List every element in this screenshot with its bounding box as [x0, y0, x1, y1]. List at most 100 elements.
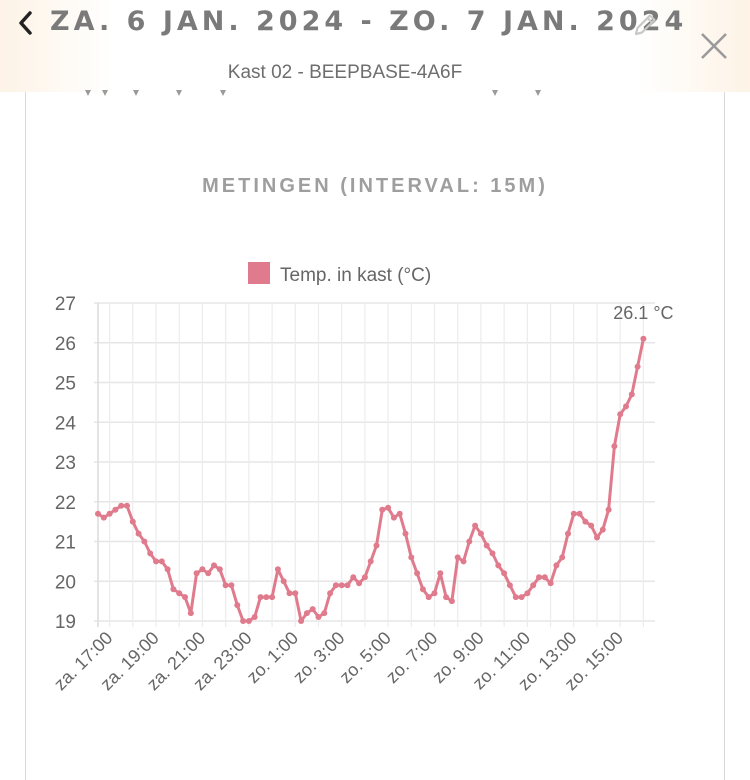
y-tick-label: 24 [55, 413, 77, 434]
data-point [605, 506, 612, 513]
data-point [251, 614, 258, 620]
data-point [431, 590, 438, 597]
data-point [588, 522, 595, 529]
data-point [414, 570, 421, 577]
data-point [234, 602, 241, 609]
data-point [153, 558, 159, 565]
data-point [460, 558, 467, 565]
data-point [425, 594, 432, 601]
y-tick-label: 21 [55, 533, 76, 554]
y-tick-label: 23 [55, 453, 76, 474]
data-point [315, 614, 322, 620]
chart-card [25, 80, 725, 780]
data-point [437, 570, 444, 577]
data-point [129, 518, 136, 525]
data-point [599, 526, 606, 533]
data-point [245, 618, 252, 624]
date-range-title[interactable]: ZA. 6 JAN. 2024 - ZO. 7 JAN. 2024 [50, 6, 688, 37]
data-point [164, 566, 171, 573]
data-point [240, 618, 247, 624]
data-point [257, 594, 264, 601]
data-point [402, 530, 409, 537]
chevron-left-icon[interactable] [10, 8, 40, 38]
data-point [286, 590, 293, 597]
data-point [280, 578, 287, 585]
data-point [100, 514, 107, 521]
header-bar: ZA. 6 JAN. 2024 - ZO. 7 JAN. 2024 Kast 0… [0, 0, 750, 92]
legend[interactable]: Temp. in kast (°C) [248, 262, 431, 286]
data-point [477, 530, 484, 537]
data-point [594, 534, 600, 541]
data-point [582, 518, 589, 525]
data-point [408, 554, 415, 561]
y-tick-label: 19 [55, 612, 76, 633]
data-point [350, 574, 357, 581]
data-point [216, 566, 223, 573]
data-point [298, 618, 305, 624]
data-point [553, 562, 560, 569]
data-point [390, 514, 397, 521]
data-point [570, 510, 577, 517]
data-point [419, 586, 426, 593]
data-point [541, 574, 548, 581]
y-tick-label: 22 [55, 493, 76, 514]
data-point [274, 566, 281, 573]
data-point [379, 506, 386, 513]
section-title: METINGEN (INTERVAL: 15M) [202, 175, 548, 197]
data-point [454, 554, 461, 561]
data-point [187, 610, 194, 617]
data-point [472, 522, 479, 529]
last-value-label: 26.1 °C [613, 303, 673, 323]
data-point [321, 610, 328, 617]
data-point [292, 590, 299, 597]
data-point [182, 594, 188, 601]
data-point [495, 562, 502, 569]
data-point [489, 550, 496, 557]
data-point [112, 506, 119, 513]
pencil-icon[interactable] [632, 12, 658, 38]
data-point [269, 594, 276, 601]
data-point [147, 550, 154, 557]
data-point [483, 542, 490, 549]
y-tick-label: 26 [55, 334, 76, 355]
data-point [332, 582, 339, 589]
data-point [628, 391, 635, 398]
data-point [118, 502, 125, 509]
legend-label: Temp. in kast (°C) [280, 265, 431, 286]
y-tick-label: 25 [55, 374, 76, 395]
data-point [396, 510, 403, 517]
partial-axis-ticks [85, 90, 541, 96]
data-point [518, 594, 525, 601]
data-point [617, 411, 624, 418]
data-point [634, 363, 641, 370]
data-point [211, 562, 217, 569]
data-point [222, 582, 229, 589]
data-point [176, 590, 183, 597]
data-point [536, 574, 542, 581]
data-point [228, 582, 235, 589]
data-point [95, 510, 101, 517]
data-point [199, 566, 206, 573]
data-point [443, 594, 450, 601]
data-point [327, 590, 334, 597]
data-point [623, 403, 629, 410]
data-point [373, 542, 380, 549]
data-point [158, 558, 165, 565]
data-point [385, 504, 392, 511]
data-point [263, 594, 270, 601]
data-point [344, 582, 351, 589]
data-point [565, 530, 571, 537]
legend-swatch [248, 262, 270, 284]
data-point [530, 582, 537, 589]
data-point [361, 574, 368, 581]
data-point [466, 538, 473, 545]
data-point [356, 580, 363, 587]
data-point [576, 510, 583, 517]
temperature-chart: Temp. in kast (°C) 27 26 25 24 23 22 21 20 19 za… [50, 262, 674, 695]
data-point [303, 610, 310, 617]
y-tick-label: 27 [55, 294, 76, 315]
data-point [501, 570, 508, 577]
data-point [512, 594, 519, 601]
close-icon[interactable] [698, 30, 730, 62]
